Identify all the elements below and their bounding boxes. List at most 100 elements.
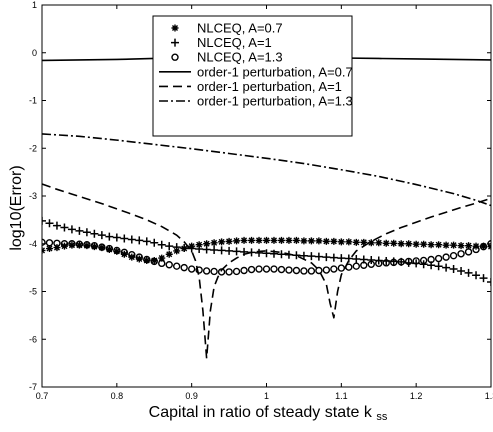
data-point bbox=[465, 242, 472, 249]
data-point bbox=[331, 266, 337, 272]
data-point bbox=[458, 242, 465, 249]
y-tick-label: -3 bbox=[29, 191, 37, 201]
data-point bbox=[150, 239, 158, 247]
data-point bbox=[420, 241, 427, 248]
y-tick-label: 0 bbox=[32, 48, 37, 58]
data-point bbox=[487, 278, 493, 286]
data-point bbox=[233, 247, 241, 255]
series-5 bbox=[42, 134, 491, 206]
data-point bbox=[352, 255, 360, 263]
data-point bbox=[301, 268, 307, 274]
x-tick-label: 1.1 bbox=[335, 391, 348, 401]
data-point bbox=[435, 262, 443, 270]
data-point bbox=[435, 241, 442, 248]
data-point bbox=[249, 267, 255, 273]
data-point bbox=[263, 237, 270, 244]
x-tick-label: 0.7 bbox=[36, 391, 49, 401]
data-point bbox=[443, 242, 450, 249]
data-point bbox=[165, 242, 173, 250]
data-point bbox=[174, 263, 180, 269]
data-point bbox=[323, 267, 329, 273]
legend-label: order-1 perturbation, A=1.3 bbox=[197, 94, 353, 109]
data-point bbox=[211, 268, 217, 274]
data-point bbox=[218, 246, 226, 254]
data-point bbox=[390, 240, 397, 247]
data-point bbox=[383, 240, 390, 247]
data-point bbox=[45, 219, 53, 227]
data-point bbox=[241, 237, 248, 244]
y-tick-label: -7 bbox=[29, 382, 37, 392]
data-point bbox=[338, 265, 344, 271]
data-point bbox=[337, 254, 345, 262]
data-point bbox=[105, 233, 113, 241]
data-point bbox=[241, 267, 247, 273]
data-point bbox=[345, 238, 352, 245]
data-point bbox=[278, 267, 284, 273]
data-point bbox=[375, 239, 382, 246]
data-point bbox=[226, 269, 232, 275]
data-point bbox=[285, 237, 292, 244]
data-point bbox=[323, 238, 330, 245]
data-point bbox=[338, 238, 345, 245]
x-axis-title-subscript: ss bbox=[376, 411, 388, 423]
data-point bbox=[98, 231, 106, 239]
data-point bbox=[135, 236, 143, 244]
data-point bbox=[203, 245, 211, 253]
x-tick-label: 0.9 bbox=[185, 391, 198, 401]
data-point bbox=[450, 265, 458, 273]
data-point bbox=[413, 241, 420, 248]
data-point bbox=[292, 251, 300, 259]
data-point bbox=[286, 267, 292, 273]
data-point bbox=[442, 264, 450, 272]
data-point bbox=[46, 240, 52, 246]
data-point bbox=[278, 237, 285, 244]
data-point bbox=[210, 246, 218, 254]
data-point bbox=[293, 237, 300, 244]
data-point bbox=[308, 237, 315, 244]
data-point bbox=[271, 266, 277, 272]
x-axis-title-main: Capital in ratio of steady state k bbox=[149, 404, 373, 421]
data-point bbox=[256, 266, 262, 272]
data-point bbox=[428, 241, 435, 248]
data-point bbox=[166, 251, 173, 258]
x-tick-label: 1.3 bbox=[485, 391, 493, 401]
data-point bbox=[226, 238, 233, 245]
data-point bbox=[181, 265, 187, 271]
x-axis-title: Capital in ratio of steady state k ss bbox=[149, 404, 388, 423]
data-point bbox=[211, 239, 218, 246]
data-point bbox=[458, 251, 464, 257]
data-point bbox=[315, 237, 322, 244]
data-point bbox=[233, 237, 240, 244]
series-line-4 bbox=[42, 184, 491, 358]
legend-label: order-1 perturbation, A=0.7 bbox=[197, 64, 353, 79]
data-point bbox=[204, 268, 210, 274]
y-tick-label: -4 bbox=[29, 239, 37, 249]
data-point bbox=[353, 263, 359, 269]
data-point bbox=[255, 249, 263, 257]
data-point bbox=[53, 222, 61, 230]
data-point bbox=[450, 242, 457, 249]
y-tick-label: -1 bbox=[29, 96, 37, 106]
data-point bbox=[451, 253, 457, 259]
x-tick-label: 1 bbox=[264, 391, 269, 401]
y-tick-label: -5 bbox=[29, 287, 37, 297]
series-line-5 bbox=[42, 134, 491, 206]
data-point bbox=[166, 262, 172, 268]
data-point bbox=[189, 266, 195, 272]
data-point bbox=[60, 224, 68, 232]
data-point bbox=[315, 253, 323, 261]
data-point bbox=[218, 238, 225, 245]
data-point bbox=[300, 237, 307, 244]
data-point bbox=[443, 254, 449, 260]
x-tick-label: 0.8 bbox=[111, 391, 124, 401]
data-point bbox=[113, 234, 121, 242]
data-point bbox=[75, 227, 83, 235]
data-point bbox=[465, 269, 473, 277]
data-point bbox=[256, 237, 263, 244]
data-point bbox=[234, 268, 240, 274]
data-point bbox=[330, 238, 337, 245]
data-point bbox=[353, 239, 360, 246]
y-tick-label: 1 bbox=[32, 0, 37, 10]
